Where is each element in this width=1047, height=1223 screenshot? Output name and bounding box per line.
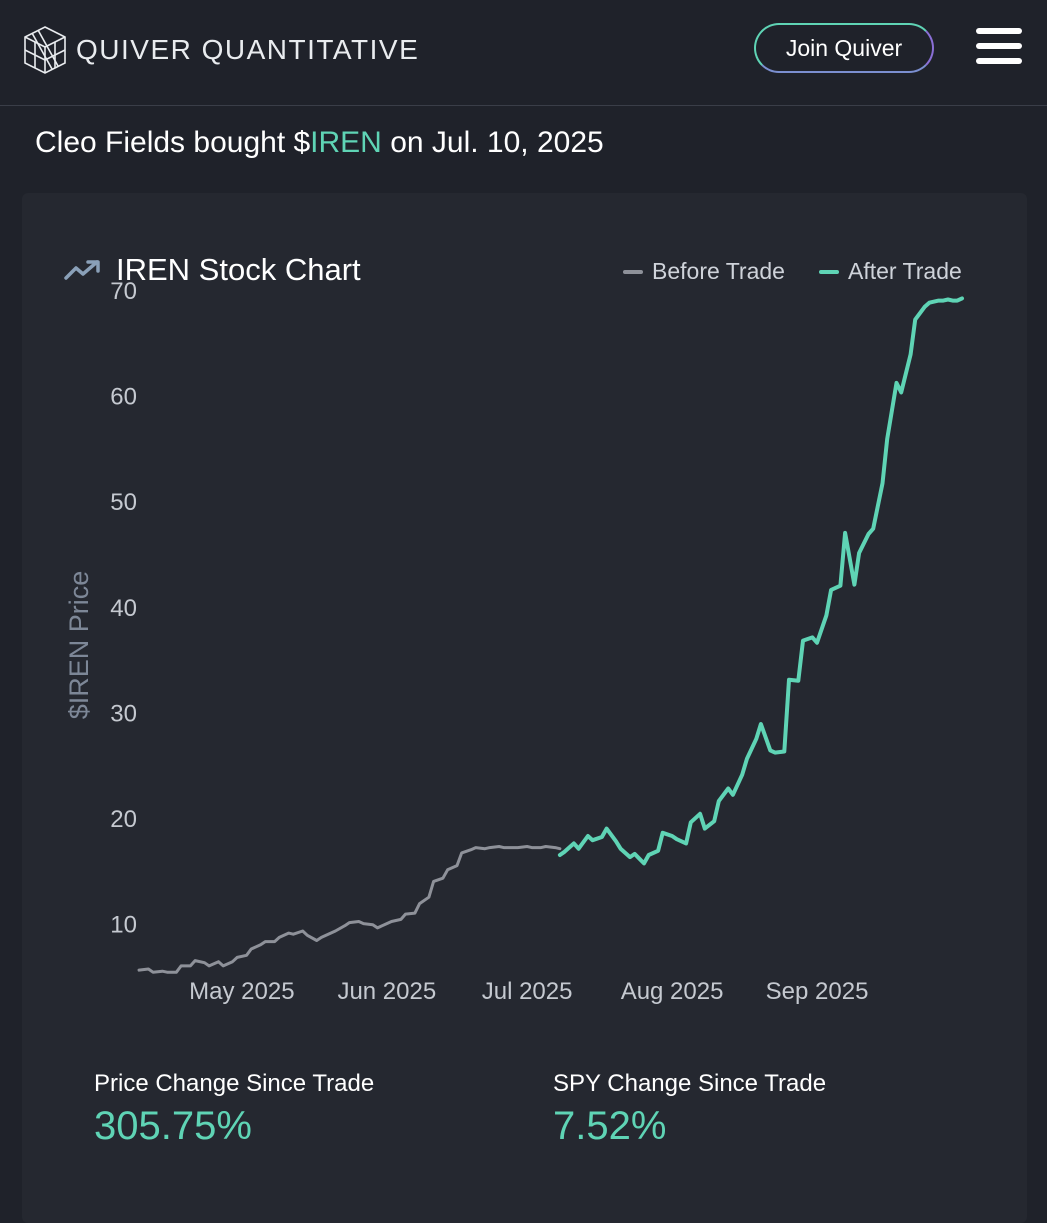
join-quiver-button[interactable]: Join Quiver bbox=[754, 23, 934, 73]
price-change-value: 305.75% bbox=[94, 1104, 252, 1148]
spy-change-value: 7.52% bbox=[553, 1104, 667, 1148]
x-tick-label: May 2025 bbox=[189, 978, 294, 1005]
brand-logo[interactable]: QUIVER QUANTITATIVE bbox=[20, 24, 419, 76]
before-trade-line bbox=[137, 845, 562, 974]
hamburger-menu-icon[interactable] bbox=[976, 28, 1022, 68]
price-line-chart: 10 20 30 40 50 60 70 May 2025 Jun 2025 Jul 2025 Au… bbox=[64, 278, 964, 1005]
legend-label-before: Before Trade bbox=[652, 258, 785, 284]
y-tick-label: 40 bbox=[110, 595, 137, 622]
legend-after-trade[interactable]: After Trade bbox=[819, 258, 962, 285]
stock-chart-card bbox=[22, 193, 1027, 1223]
y-tick-label: 70 bbox=[110, 278, 137, 305]
legend-swatch-after bbox=[819, 269, 839, 274]
y-axis-label: $IREN Price bbox=[64, 571, 94, 720]
x-tick-label: Sep 2025 bbox=[766, 978, 869, 1005]
x-tick-label: Aug 2025 bbox=[621, 978, 724, 1005]
spy-change-label: SPY Change Since Trade bbox=[553, 1070, 827, 1097]
y-tick-label: 20 bbox=[110, 806, 137, 833]
title-prefix: Cleo Fields bought $ bbox=[35, 126, 311, 159]
chart-title: IREN Stock Chart bbox=[116, 252, 361, 287]
legend-swatch-before bbox=[623, 269, 643, 274]
y-tick-label: 60 bbox=[110, 384, 137, 411]
title-suffix: on Jul. 10, 2025 bbox=[381, 126, 604, 159]
brand-name: QUIVER QUANTITATIVE bbox=[76, 34, 420, 65]
y-tick-label: 10 bbox=[110, 912, 137, 939]
x-tick-label: Jun 2025 bbox=[337, 978, 436, 1005]
price-change-stat: Price Change Since Trade 305.75% bbox=[94, 1070, 374, 1149]
after-trade-line bbox=[557, 296, 964, 866]
price-change-label: Price Change Since Trade bbox=[94, 1070, 375, 1097]
quiver-cube-icon bbox=[24, 26, 66, 74]
page-title: Cleo Fields bought $IREN on Jul. 10, 202… bbox=[35, 126, 604, 160]
x-tick-label: Jul 2025 bbox=[482, 978, 573, 1005]
legend-label-after: After Trade bbox=[848, 258, 962, 284]
spy-change-stat: SPY Change Since Trade 7.52% bbox=[553, 1070, 826, 1149]
chart-header: IREN Stock Chart bbox=[64, 252, 361, 288]
top-navigation-bar: QUIVER QUANTITATIVE Join Quiver bbox=[0, 0, 1047, 106]
y-tick-label: 50 bbox=[110, 489, 137, 516]
legend-before-trade[interactable]: Before Trade bbox=[623, 258, 785, 285]
y-tick-label: 30 bbox=[110, 700, 137, 727]
trending-up-icon bbox=[64, 260, 100, 280]
ticker-link[interactable]: IREN bbox=[310, 126, 382, 159]
